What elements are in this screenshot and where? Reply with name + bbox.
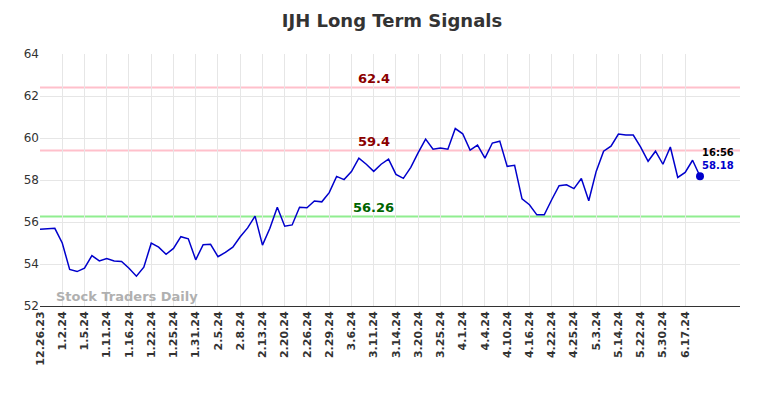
svg-text:6.17.24: 6.17.24 — [679, 311, 692, 358]
svg-text:1.22.24: 1.22.24 — [145, 311, 158, 358]
svg-text:1.31.24: 1.31.24 — [189, 311, 202, 358]
svg-text:2.20.24: 2.20.24 — [278, 311, 291, 358]
svg-text:Stock Traders Daily: Stock Traders Daily — [56, 289, 198, 304]
svg-text:60: 60 — [24, 131, 39, 145]
svg-text:54: 54 — [24, 257, 39, 271]
svg-text:2.5.24: 2.5.24 — [212, 311, 225, 350]
svg-text:58.18: 58.18 — [702, 160, 734, 171]
svg-text:IJH Long Term Signals: IJH Long Term Signals — [282, 10, 502, 31]
svg-text:16:56: 16:56 — [702, 147, 734, 158]
svg-text:62.4: 62.4 — [358, 71, 390, 86]
svg-text:4.4.24: 4.4.24 — [479, 311, 492, 350]
svg-text:1.25.24: 1.25.24 — [167, 311, 180, 358]
svg-text:1.16.24: 1.16.24 — [123, 311, 136, 358]
svg-text:62: 62 — [24, 89, 39, 103]
svg-text:3.20.24: 3.20.24 — [412, 311, 425, 358]
svg-text:56.26: 56.26 — [353, 200, 394, 215]
svg-text:3.14.24: 3.14.24 — [390, 311, 403, 358]
svg-text:3.25.24: 3.25.24 — [434, 311, 447, 358]
svg-text:5.22.24: 5.22.24 — [634, 311, 647, 358]
svg-text:12.26.23: 12.26.23 — [34, 311, 47, 365]
svg-text:4.22.24: 4.22.24 — [545, 311, 558, 358]
svg-text:1.2.24: 1.2.24 — [56, 311, 69, 350]
svg-text:5.3.24: 5.3.24 — [590, 311, 603, 350]
svg-text:4.16.24: 4.16.24 — [523, 311, 536, 358]
svg-text:1.5.24: 1.5.24 — [78, 311, 91, 350]
svg-text:2.13.24: 2.13.24 — [256, 311, 269, 358]
svg-text:4.10.24: 4.10.24 — [501, 311, 514, 358]
svg-text:58: 58 — [24, 173, 39, 187]
svg-text:4.1.24: 4.1.24 — [456, 311, 469, 350]
svg-text:1.11.24: 1.11.24 — [100, 311, 113, 358]
svg-text:5.14.24: 5.14.24 — [612, 311, 625, 358]
svg-text:2.26.24: 2.26.24 — [301, 311, 314, 358]
svg-text:59.4: 59.4 — [358, 134, 390, 149]
svg-text:4.25.24: 4.25.24 — [568, 311, 581, 358]
svg-text:2.29.24: 2.29.24 — [323, 311, 336, 358]
svg-text:5.30.24: 5.30.24 — [656, 311, 669, 358]
svg-text:2.8.24: 2.8.24 — [234, 311, 247, 350]
svg-text:56: 56 — [24, 215, 39, 229]
svg-text:52: 52 — [24, 299, 39, 313]
svg-text:3.6.24: 3.6.24 — [345, 311, 358, 350]
svg-text:64: 64 — [24, 47, 39, 61]
svg-text:3.11.24: 3.11.24 — [367, 311, 380, 358]
